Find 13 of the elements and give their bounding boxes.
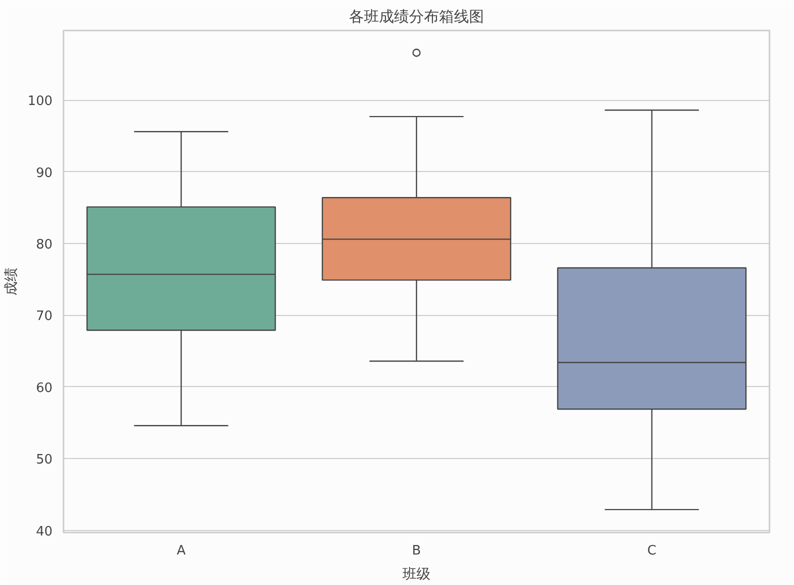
y-tick-label: 100 [28, 94, 53, 110]
y-tick-label: 90 [36, 166, 53, 181]
chart-title: 各班成绩分布箱线图 [349, 8, 484, 26]
y-tick-label: 40 [36, 524, 53, 540]
x-axis-title: 班级 [402, 566, 430, 582]
y-tick-label: 60 [36, 380, 53, 396]
y-tick-label: 80 [36, 237, 53, 252]
y-axis-title: 成绩 [4, 268, 20, 296]
y-tick-label: 70 [36, 309, 53, 324]
x-tick-label: B [412, 544, 421, 558]
x-tick-label: C [647, 544, 656, 558]
y-tick-label: 50 [36, 452, 53, 468]
x-tick-label: A [176, 544, 186, 558]
